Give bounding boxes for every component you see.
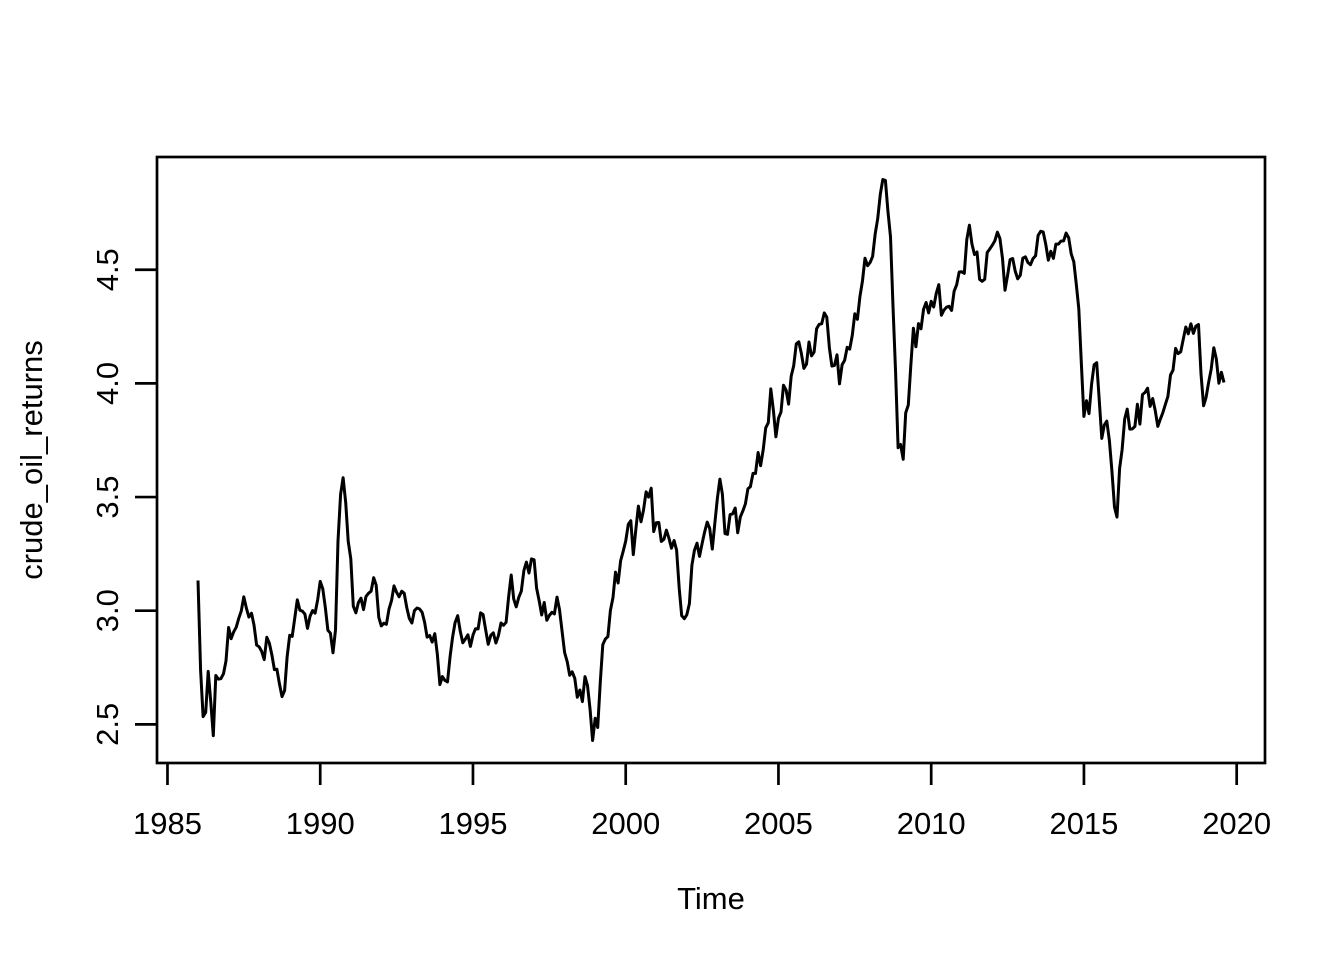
x-tick-label: 2010 xyxy=(897,806,966,841)
x-axis-title: Time xyxy=(677,881,745,916)
x-tick-label: 2000 xyxy=(591,806,660,841)
y-tick-label: 3.5 xyxy=(90,475,125,518)
x-axis: 1985 1990 1995 2000 2005 2010 2015 2020 xyxy=(133,763,1271,841)
x-tick-label: 2015 xyxy=(1049,806,1118,841)
y-tick-label: 4.0 xyxy=(90,362,125,405)
x-tick-label: 2020 xyxy=(1202,806,1271,841)
y-tick-label: 3.0 xyxy=(90,589,125,632)
plot-box xyxy=(155,155,1267,765)
x-tick-label: 2005 xyxy=(744,806,813,841)
x-tick-label: 1985 xyxy=(133,806,202,841)
x-tick-label: 1995 xyxy=(438,806,507,841)
y-axis-title: crude_oil_returns xyxy=(14,340,49,580)
y-axis: 2.5 3.0 3.5 4.0 4.5 xyxy=(90,248,157,746)
x-tick-label: 1990 xyxy=(286,806,355,841)
series-group xyxy=(196,178,1226,742)
y-tick-label: 2.5 xyxy=(90,703,125,746)
y-tick-label: 4.5 xyxy=(90,248,125,291)
series-line-crude_oil_returns xyxy=(196,178,1226,742)
